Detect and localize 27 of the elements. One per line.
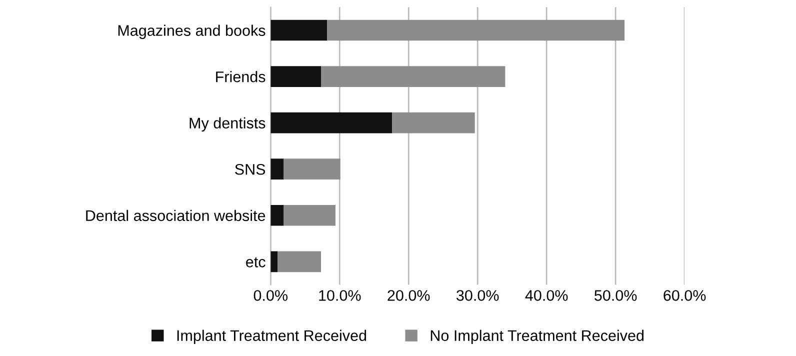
bar: [392, 112, 475, 134]
legend-label: Implant Treatment Received: [177, 330, 366, 344]
y-tick-label: SNS: [235, 164, 266, 175]
x-tick-label: 20.0%: [388, 290, 430, 301]
bar: [270, 66, 321, 87]
bar: [278, 251, 321, 272]
bar: [321, 66, 506, 87]
bar: [327, 20, 625, 41]
y-tick-label: Dental association website: [86, 210, 266, 222]
bar: [270, 20, 328, 41]
x-tick-label: 50.0%: [594, 290, 637, 301]
x-tick-label: 10.0%: [319, 290, 361, 301]
bar: [270, 158, 284, 180]
y-tick-label: My dentists: [190, 117, 266, 132]
bar: [284, 158, 340, 180]
bar: [284, 204, 336, 226]
y-tick-label: etc: [246, 257, 266, 268]
bar: [270, 112, 392, 134]
x-tick-label: 0.0%: [254, 290, 288, 301]
bar: [270, 251, 278, 272]
x-tick-label: 30.0%: [456, 290, 499, 301]
bar: [270, 204, 284, 226]
legend-label: No Implant Treatment Received: [430, 330, 644, 344]
y-tick-label: Magazines and books: [118, 24, 266, 39]
x-tick-label: 40.0%: [525, 290, 568, 301]
x-tick-label: 60.0%: [664, 290, 706, 301]
y-tick-label: Friends: [216, 71, 266, 82]
